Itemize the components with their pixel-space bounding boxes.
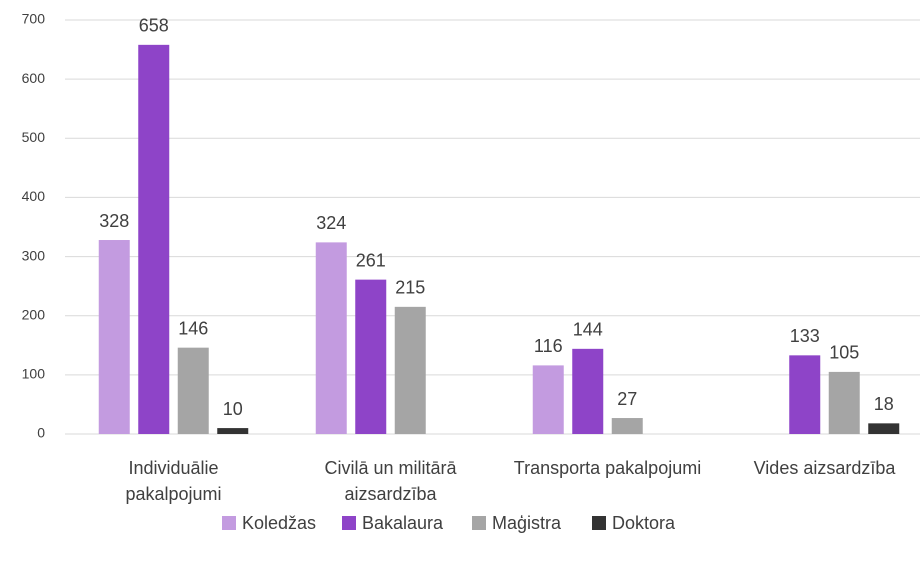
- legend-swatch: [472, 516, 486, 530]
- value-label: 18: [874, 394, 894, 414]
- y-tick-label: 700: [22, 11, 46, 27]
- value-label: 261: [356, 250, 386, 270]
- bar: [572, 348, 604, 434]
- value-label: 658: [139, 16, 169, 36]
- bar: [315, 242, 347, 434]
- value-label: 116: [534, 336, 563, 356]
- y-tick-label: 100: [22, 366, 46, 382]
- y-tick-label: 200: [22, 306, 46, 322]
- bar: [138, 44, 170, 435]
- bar: [355, 279, 387, 434]
- y-tick-label: 0: [37, 425, 45, 441]
- bar: [611, 418, 643, 434]
- value-label: 27: [617, 389, 637, 409]
- x-tick-label: Vides aizsardzība: [753, 458, 896, 478]
- bar: [828, 371, 860, 434]
- legend-swatch: [222, 516, 236, 530]
- value-label: 10: [223, 399, 243, 419]
- legend-label: Doktora: [612, 513, 676, 533]
- value-label: 328: [99, 211, 129, 231]
- legend-label: Koledžas: [242, 513, 316, 533]
- value-label: 324: [316, 213, 346, 233]
- value-label: 133: [790, 326, 820, 346]
- bar: [868, 423, 900, 434]
- value-label: 146: [178, 318, 208, 338]
- legend-swatch: [342, 516, 356, 530]
- bar: [789, 355, 821, 434]
- bar: [98, 240, 130, 434]
- value-label: 144: [573, 320, 603, 340]
- bar: [217, 428, 249, 434]
- y-tick-label: 500: [22, 129, 46, 145]
- legend-swatch: [592, 516, 606, 530]
- value-label: 105: [829, 343, 859, 363]
- bar: [532, 365, 564, 434]
- value-label: 215: [395, 278, 425, 298]
- x-tick-label: Individuālie pakalpojumi: [125, 458, 222, 504]
- bar: [177, 347, 209, 434]
- x-tick-label: Transporta pakalpojumi: [513, 458, 702, 478]
- bar: [394, 306, 426, 434]
- y-tick-label: 300: [22, 247, 46, 263]
- x-tick-label: Civilā un militārā aizsardzība: [324, 458, 457, 504]
- legend-label: Maģistra: [492, 513, 562, 533]
- legend-label: Bakalaura: [362, 513, 444, 533]
- y-tick-label: 600: [22, 70, 46, 86]
- y-tick-label: 400: [22, 188, 46, 204]
